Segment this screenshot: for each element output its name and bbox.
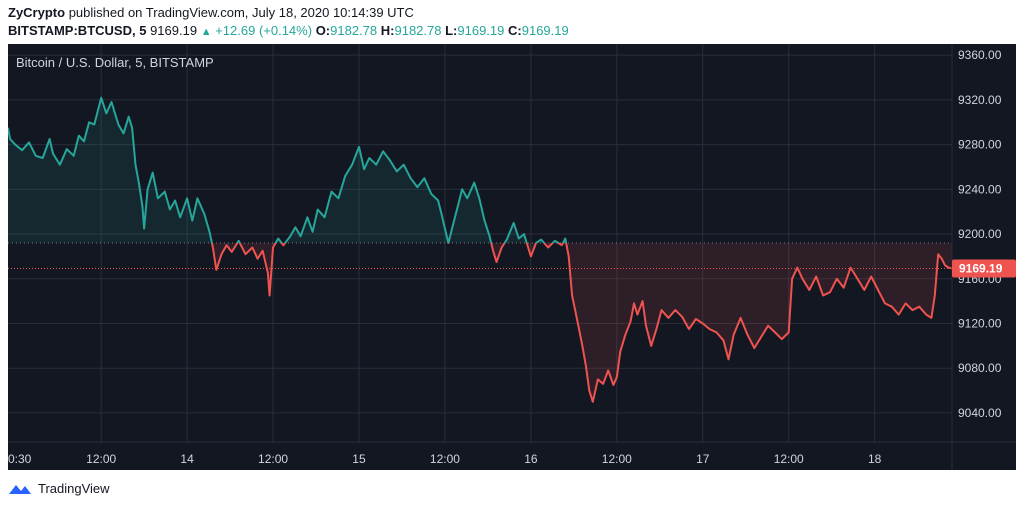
time-tick-label: 12:00 bbox=[774, 452, 804, 466]
current-price-tag: 9169.19 bbox=[952, 259, 1016, 278]
footer-brand[interactable]: TradingView bbox=[8, 481, 110, 496]
price-tick-label: 9120.00 bbox=[958, 316, 1002, 330]
up-triangle-icon: ▲ bbox=[200, 26, 212, 38]
price-line-above-baseline bbox=[8, 96, 568, 243]
grid-lines bbox=[8, 44, 952, 442]
time-tick-label: 0:30 bbox=[8, 452, 32, 466]
chart-title: Bitcoin / U.S. Dollar, 5, BITSTAMP bbox=[16, 55, 214, 70]
price-tick-label: 9080.00 bbox=[958, 361, 1002, 375]
low-label: L: bbox=[445, 23, 458, 38]
price-tick-label: 9360.00 bbox=[958, 48, 1002, 62]
current-price-tag-label: 9169.19 bbox=[959, 262, 1003, 276]
time-tick-label: 12:00 bbox=[86, 452, 116, 466]
symbol-info-row: BITSTAMP:BTCUSD, 5 9169.19 ▲ +12.69 (+0.… bbox=[8, 23, 569, 38]
published-text: published on TradingView.com, July 18, 2… bbox=[68, 5, 414, 20]
area-fill-above-baseline bbox=[8, 97, 952, 243]
high-label: H: bbox=[380, 23, 395, 38]
close-value: 9169.19 bbox=[521, 23, 569, 38]
time-tick-label: 12:00 bbox=[430, 452, 460, 466]
time-tick-label: 15 bbox=[352, 452, 366, 466]
time-tick-label: 12:00 bbox=[258, 452, 288, 466]
current-price-tag-bg bbox=[952, 259, 1016, 278]
time-tick-label: 17 bbox=[696, 452, 710, 466]
area-fill-below-baseline bbox=[8, 243, 952, 402]
publish-info: ZyCrypto published on TradingView.com, J… bbox=[8, 5, 414, 20]
time-tick-label: 16 bbox=[524, 452, 538, 466]
price-tick-label: 9040.00 bbox=[958, 406, 1002, 420]
high-value: 9182.78 bbox=[394, 23, 442, 38]
last-price: 9169.19 bbox=[150, 23, 198, 38]
price-chart[interactable]: 9040.009080.009120.009160.009200.009240.… bbox=[0, 44, 1024, 472]
publisher-name[interactable]: ZyCrypto bbox=[8, 5, 66, 20]
low-value: 9169.19 bbox=[457, 23, 505, 38]
time-axis[interactable]: 0:30 12:00 14 12:00 15 12:00 16 12:00 17 12:00 18 bbox=[8, 452, 882, 466]
time-tick-label: 14 bbox=[180, 452, 194, 466]
footer-brand-label: TradingView bbox=[38, 481, 110, 496]
plot-area[interactable] bbox=[8, 96, 952, 403]
price-tick-label: 9320.00 bbox=[958, 93, 1002, 107]
symbol-name: BITSTAMP:BTCUSD, 5 bbox=[8, 23, 147, 38]
open-label: O: bbox=[315, 23, 331, 38]
price-line-below-baseline bbox=[210, 243, 952, 403]
price-tick-label: 9240.00 bbox=[958, 182, 1002, 196]
time-tick-label: 12:00 bbox=[602, 452, 632, 466]
close-label: C: bbox=[508, 23, 522, 38]
open-value: 9182.78 bbox=[330, 23, 378, 38]
time-tick-label: 18 bbox=[868, 452, 882, 466]
price-change: +12.69 (+0.14%) bbox=[215, 23, 313, 38]
price-tick-label: 9280.00 bbox=[958, 138, 1002, 152]
price-tick-label: 9200.00 bbox=[958, 227, 1002, 241]
price-axis[interactable]: 9040.009080.009120.009160.009200.009240.… bbox=[958, 48, 1002, 420]
chart-background bbox=[8, 44, 1016, 470]
tradingview-logo-icon bbox=[9, 484, 31, 494]
